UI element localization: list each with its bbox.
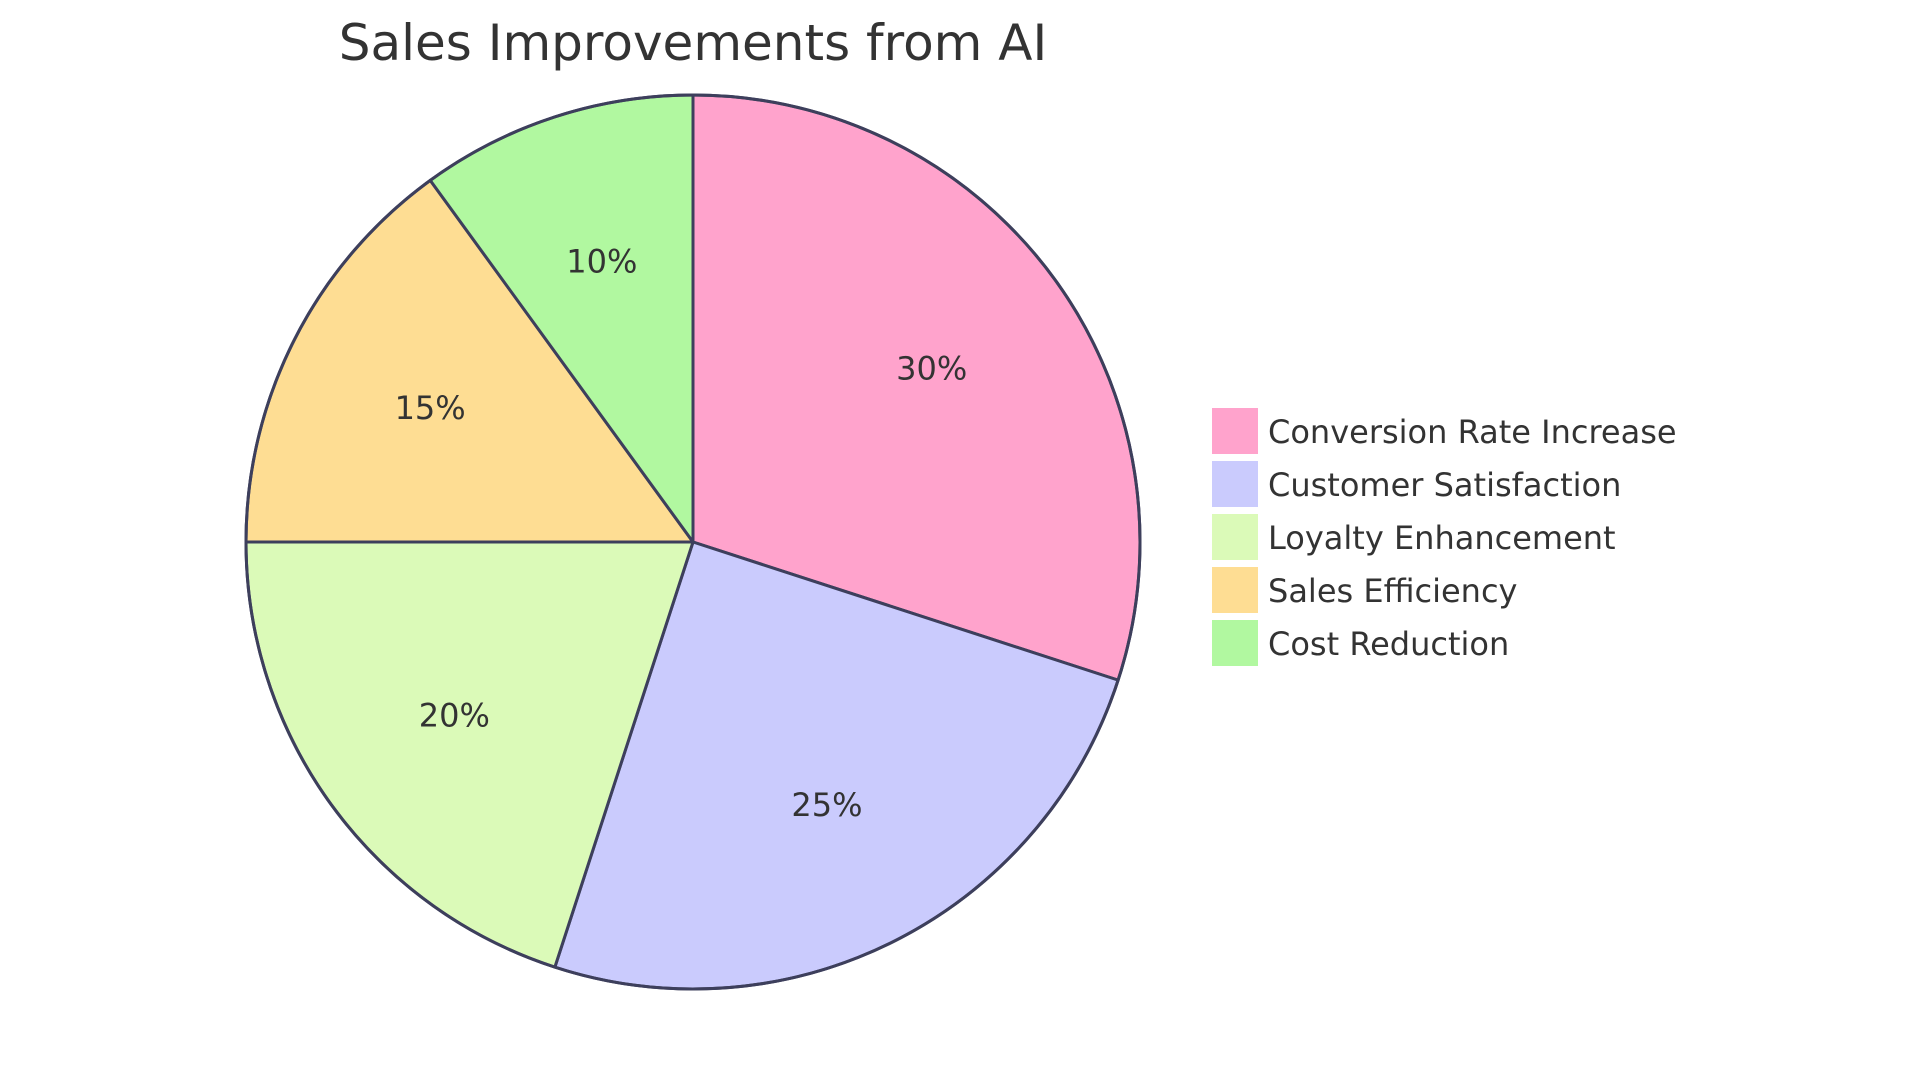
- legend-swatch-customer-satisfaction: [1212, 461, 1258, 507]
- legend-label-loyalty-enhancement: Loyalty Enhancement: [1268, 519, 1616, 557]
- slice-label-customer-satisfaction: 25%: [791, 786, 862, 824]
- legend-label-cost-reduction: Cost Reduction: [1268, 625, 1509, 663]
- legend-label-conversion-rate-increase: Conversion Rate Increase: [1268, 413, 1677, 451]
- legend-label-sales-efficiency: Sales Efficiency: [1268, 572, 1517, 610]
- chart-title: Sales Improvements from AI: [339, 14, 1047, 72]
- legend-swatch-conversion-rate-increase: [1212, 408, 1258, 454]
- pie-slices: [244, 93, 1142, 991]
- pie-outline: [244, 93, 1142, 991]
- slice-label-conversion-rate-increase: 30%: [896, 350, 967, 388]
- pie-slice-labels: 30% 25% 20% 15% 10%: [395, 242, 968, 823]
- legend-swatch-sales-efficiency: [1212, 567, 1258, 613]
- legend-swatch-loyalty-enhancement: [1212, 514, 1258, 560]
- slice-label-loyalty-enhancement: 20%: [419, 696, 490, 734]
- slice-label-sales-efficiency: 15%: [395, 389, 466, 427]
- legend-label-customer-satisfaction: Customer Satisfaction: [1268, 466, 1621, 504]
- legend: Conversion Rate Increase Customer Satisfa…: [1212, 408, 1677, 666]
- legend-swatch-cost-reduction: [1212, 620, 1258, 666]
- slice-label-cost-reduction: 10%: [566, 242, 637, 280]
